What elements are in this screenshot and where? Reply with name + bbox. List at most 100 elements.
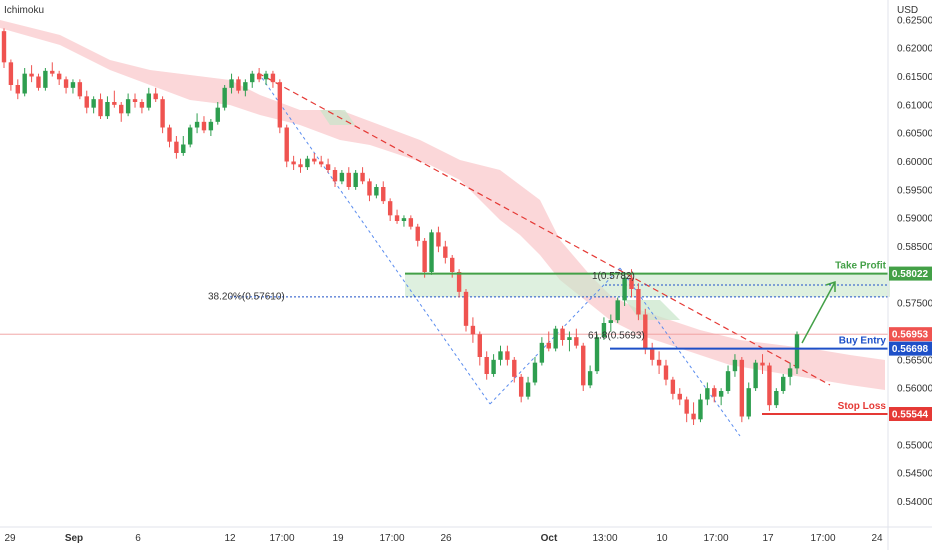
candle-body	[194, 121, 200, 128]
price-tag-label: 0.56698	[892, 344, 929, 355]
candle-body	[367, 181, 372, 196]
candle-body	[767, 365, 772, 406]
candle-body	[553, 328, 558, 349]
candle-body	[581, 345, 586, 386]
candle-body	[518, 376, 524, 397]
projection-arrow	[801, 281, 836, 344]
candle-body	[153, 93, 158, 100]
candle-body	[22, 73, 27, 94]
candle-body	[601, 323, 607, 338]
candle-body	[684, 399, 689, 414]
candlesticks	[1, 28, 800, 425]
fib-382-label: 38.20%(0.57610)	[208, 291, 285, 302]
candle-body	[243, 82, 248, 91]
buy-entry-annotation: Buy Entry	[839, 336, 887, 347]
price-tag	[889, 407, 932, 422]
candle-body	[463, 291, 469, 326]
candle-body	[505, 351, 510, 360]
candle-body	[753, 362, 758, 389]
candle-body	[325, 164, 331, 170]
candle-body	[491, 359, 496, 374]
candle-body	[470, 325, 476, 335]
candle-body	[415, 226, 420, 241]
candle-body	[643, 314, 648, 349]
candle-body	[691, 413, 696, 420]
candle-body	[712, 388, 717, 397]
x-tick-label: 17:00	[269, 533, 294, 544]
candle-body	[187, 127, 193, 145]
candle-body	[312, 158, 317, 162]
blue-fib-line-3	[619, 267, 741, 437]
candle-body	[353, 172, 358, 187]
x-tick-label: 17	[762, 533, 774, 544]
candle-body	[229, 79, 234, 88]
candle-body	[374, 187, 379, 196]
y-tick-label: 0.57500	[897, 299, 932, 310]
candle-body	[56, 73, 62, 80]
x-tick-label: 17:00	[810, 533, 835, 544]
price-tag-label: 0.56953	[892, 330, 929, 341]
y-tick-label: 0.56500	[897, 355, 932, 366]
y-tick-label: 0.54000	[897, 497, 932, 508]
y-axis-ticks: 0.62500 0.62000 0.61500 0.61000 0.60500 0.600…	[897, 15, 932, 508]
take-profit-annotation: Take Profit	[835, 261, 887, 272]
fib-618-label: 61.8(0.5693)	[588, 330, 645, 341]
candle-body	[760, 362, 765, 366]
x-tick-label: 6	[135, 533, 141, 544]
candle-body	[70, 82, 76, 88]
y-tick-label: 0.59000	[897, 214, 932, 225]
candle-body	[787, 368, 793, 377]
candle-body	[387, 201, 393, 216]
candle-body	[794, 334, 800, 369]
candle-body	[539, 342, 545, 363]
candle-body	[739, 359, 745, 417]
arrowhead-icon	[825, 280, 836, 292]
candle-body	[263, 73, 269, 80]
price-tag	[889, 266, 932, 281]
candle-body	[594, 337, 600, 372]
x-tick-label: Oct	[541, 533, 558, 544]
candle-body	[381, 187, 386, 202]
candle-body	[291, 161, 296, 165]
candle-body	[408, 218, 414, 227]
candle-body	[146, 93, 152, 108]
candle-body	[567, 337, 572, 340]
x-tick-label: 13:00	[592, 533, 617, 544]
currency-unit: USD	[897, 5, 919, 16]
candle-body	[208, 121, 214, 131]
y-tick-label: 0.61500	[897, 72, 932, 83]
indicator-name: Ichimoku	[4, 5, 45, 16]
candle-body	[346, 172, 351, 187]
candle-body	[332, 170, 338, 182]
y-tick-label: 0.60500	[897, 129, 932, 140]
candle-body	[525, 382, 531, 397]
candle-body	[339, 172, 345, 182]
candle-body	[781, 376, 786, 391]
candle-body	[36, 76, 41, 88]
candle-body	[636, 289, 641, 315]
candle-body	[91, 99, 96, 108]
y-tick-label: 0.58500	[897, 242, 932, 253]
x-axis-ticks: 29 Sep 6 12 17:00 19 17:00 26 Oct 13:00 10 17:00 17 1…	[4, 533, 883, 544]
blue-fib-line-2	[489, 267, 621, 405]
candle-body	[201, 121, 207, 131]
candle-body	[139, 102, 145, 108]
candle-body	[615, 300, 620, 321]
candle-body	[587, 371, 593, 386]
candle-body	[63, 79, 69, 88]
price-tag-label: 0.55544	[892, 410, 929, 421]
candle-body	[656, 359, 662, 366]
candle-body	[450, 257, 455, 272]
candle-body	[746, 388, 751, 417]
y-tick-label: 0.55000	[897, 440, 932, 451]
candle-body	[236, 79, 241, 91]
candle-body	[256, 73, 262, 80]
candle-body	[160, 99, 165, 128]
candle-body	[215, 107, 220, 122]
candle-body	[732, 359, 738, 372]
y-tick-label: 0.54500	[897, 469, 932, 480]
candle-body	[222, 87, 227, 108]
candle-body	[112, 102, 117, 105]
candle-body	[718, 391, 724, 397]
